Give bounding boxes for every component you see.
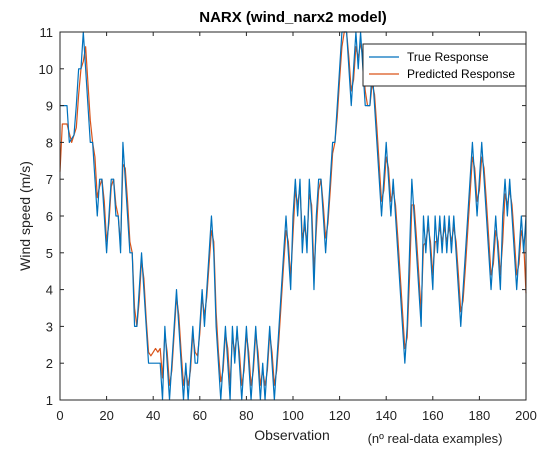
x-tick-label: 80 xyxy=(239,408,253,423)
x-tick-label: 160 xyxy=(422,408,444,423)
x-tick-label: 100 xyxy=(282,408,304,423)
x-axis-note: (nº real-data examples) xyxy=(368,431,503,446)
y-tick-label: 2 xyxy=(46,356,53,371)
y-tick-label: 5 xyxy=(46,246,53,261)
x-ticks: 0 20 40 60 80 100 120 140 160 180 200 xyxy=(56,32,537,423)
legend-box xyxy=(362,43,527,87)
legend: True Response Predicted Response xyxy=(362,43,527,87)
x-tick-label: 0 xyxy=(56,408,63,423)
y-tick-label: 4 xyxy=(46,283,53,298)
x-axis-label: Observation xyxy=(254,427,329,443)
x-tick-label: 20 xyxy=(99,408,113,423)
y-ticks: 1 2 3 4 5 6 7 8 9 10 11 xyxy=(39,25,526,408)
x-tick-label: 120 xyxy=(329,408,351,423)
series-line-true-response xyxy=(60,31,527,401)
series-layer xyxy=(59,31,527,401)
y-axis-label: Wind speed (m/s) xyxy=(17,161,33,271)
legend-label-true-response: True Response xyxy=(407,50,489,64)
chart-title: NARX (wind_narx2 model) xyxy=(199,9,387,26)
y-tick-label: 7 xyxy=(46,172,53,187)
y-tick-label: 1 xyxy=(46,393,53,408)
x-tick-label: 180 xyxy=(469,408,491,423)
y-tick-label: 9 xyxy=(46,99,53,114)
x-tick-label: 200 xyxy=(515,408,537,423)
y-tick-label: 3 xyxy=(46,319,53,334)
y-tick-label: 11 xyxy=(40,25,54,40)
y-tick-label: 8 xyxy=(46,135,53,150)
y-tick-label: 6 xyxy=(46,209,53,224)
x-tick-label: 140 xyxy=(375,408,397,423)
legend-label-predicted-response: Predicted Response xyxy=(407,67,515,81)
x-tick-label: 60 xyxy=(193,408,207,423)
x-tick-label: 40 xyxy=(146,408,160,423)
y-tick-label: 10 xyxy=(39,62,53,77)
